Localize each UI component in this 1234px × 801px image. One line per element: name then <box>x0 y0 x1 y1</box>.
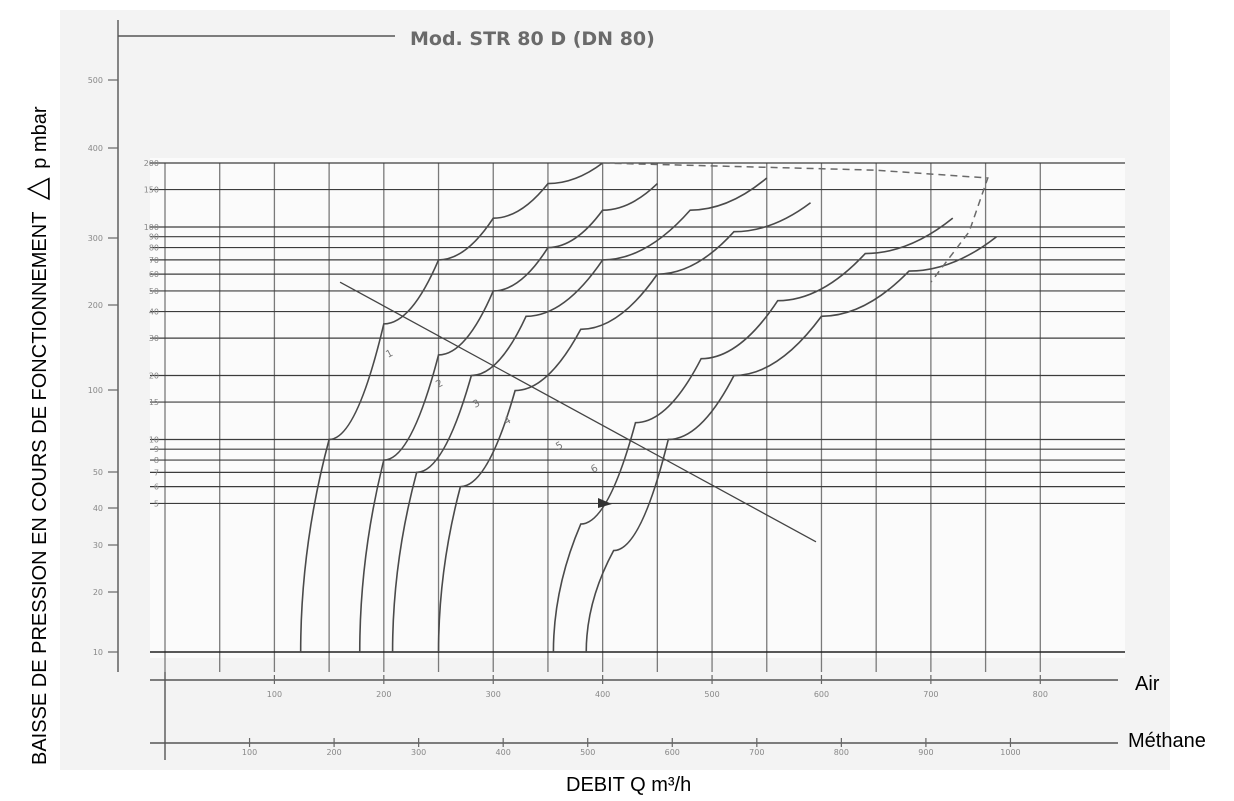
x-axis-label: DEBIT Q m³/h <box>566 774 691 796</box>
dashed-limit-line <box>602 162 989 283</box>
inner-y-tick-label: 70 <box>149 256 159 265</box>
methane-axis-label: Méthane <box>1128 730 1206 752</box>
air-axis-tick-label: 800 <box>1033 690 1048 699</box>
curve-3 <box>391 177 768 653</box>
inner-y-tick-label: 100 <box>144 223 159 232</box>
air-axis-tick-label: 400 <box>595 690 610 699</box>
x-axes: 100 200 300 400 500 600 700 800 100 200 300 400 500 6… <box>150 672 1118 760</box>
air-axis-tick-label: 100 <box>267 690 282 699</box>
curve-1 <box>299 162 604 653</box>
outer-y-tick-label: 500 <box>88 76 103 85</box>
inner-y-tick-label: 60 <box>149 270 159 279</box>
inner-y-tick-label: 10 <box>149 435 159 444</box>
methane-axis-tick-label: 100 <box>242 748 257 757</box>
inner-y-tick-label: 7 <box>154 468 159 477</box>
arrow-icon <box>598 498 612 508</box>
curve-label-2: 2 <box>434 378 445 391</box>
outer-y-tick-label: 10 <box>93 648 103 657</box>
outer-y-tick-label: 200 <box>88 301 103 310</box>
flow-curves <box>299 162 998 653</box>
inner-y-tick-label: 40 <box>149 308 159 317</box>
inner-y-tick-label: 150 <box>144 186 159 195</box>
inner-y-tick-label: 9 <box>154 445 159 454</box>
diagonal-guide-line <box>339 281 817 543</box>
chart-title: Mod. STR 80 D (DN 80) <box>410 28 655 50</box>
y-axis-label: BAISSE DE PRESSION EN COURS DE FONCTIONN… <box>20 106 53 765</box>
outer-y-tick-label: 40 <box>93 504 103 513</box>
outer-y-axis: 500 400 300 200 100 50 40 30 20 10 <box>88 20 395 672</box>
inner-y-tick-label: 8 <box>154 456 159 465</box>
curve-2 <box>358 183 658 653</box>
curve-5 <box>552 217 954 653</box>
air-axis-tick-label: 300 <box>486 690 501 699</box>
outer-y-tick-label: 100 <box>88 386 103 395</box>
outer-y-tick-label: 50 <box>93 468 103 477</box>
outer-y-tick-label: 30 <box>93 541 103 550</box>
methane-axis-tick-label: 300 <box>411 748 426 757</box>
air-axis-tick-label: 200 <box>376 690 391 699</box>
outer-y-tick-label: 20 <box>93 588 103 597</box>
curve-4 <box>437 202 812 653</box>
chart-overlay: 1 2 3 4 5 6 <box>339 162 989 543</box>
inner-y-tick-label: 80 <box>149 244 159 253</box>
curve-label-5: 5 <box>554 440 565 453</box>
methane-axis-tick-label: 400 <box>496 748 511 757</box>
inner-y-tick-label: 15 <box>149 398 159 407</box>
curve-label-4: 4 <box>502 415 513 428</box>
air-axis-tick-label: 700 <box>923 690 938 699</box>
inner-y-tick-label: 30 <box>149 334 159 343</box>
curve-label-3: 3 <box>471 398 482 411</box>
methane-axis-tick-label: 700 <box>749 748 764 757</box>
inner-y-tick-label: 50 <box>149 287 159 296</box>
methane-axis-tick-label: 900 <box>918 748 933 757</box>
inner-y-tick-label: 5 <box>154 499 159 508</box>
methane-axis-tick-label: 500 <box>580 748 595 757</box>
methane-axis-tick-label: 800 <box>834 748 849 757</box>
methane-axis-tick-label: 200 <box>326 748 341 757</box>
y-axis-label-group: BAISSE DE PRESSION EN COURS DE FONCTIONN… <box>20 106 53 765</box>
air-axis-tick-label: 600 <box>814 690 829 699</box>
grid <box>150 162 1125 672</box>
inner-y-tick-label: 90 <box>149 233 159 242</box>
methane-axis-tick-label: 1000 <box>1000 748 1020 757</box>
inner-y-tick-label: 6 <box>154 483 159 492</box>
curve-6 <box>585 236 998 653</box>
outer-y-tick-label: 400 <box>88 144 103 153</box>
inner-y-tick-label: 20 <box>149 372 159 381</box>
plot-area <box>150 158 1125 658</box>
y-axis-label-text: BAISSE DE PRESSION EN COURS DE FONCTIONN… <box>29 212 51 765</box>
methane-axis-tick-label: 600 <box>665 748 680 757</box>
curve-label-1: 1 <box>384 348 395 361</box>
outer-y-tick-label: 300 <box>88 234 103 243</box>
curve-label-6: 6 <box>589 463 600 476</box>
inner-y-tick-label: 200 <box>144 159 159 168</box>
air-axis-label: Air <box>1135 673 1160 695</box>
y-axis-unit: p mbar <box>29 106 51 169</box>
delta-symbol: △ <box>20 177 53 200</box>
air-axis-tick-label: 500 <box>704 690 719 699</box>
